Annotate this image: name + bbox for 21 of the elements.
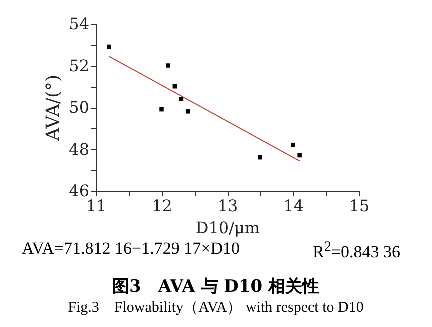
x-tick-label: 14 — [284, 196, 304, 216]
point — [291, 142, 296, 148]
point — [298, 153, 302, 158]
text: R$^{2}$=0.843 36 — [313, 239, 401, 263]
point — [179, 97, 184, 102]
point — [107, 44, 112, 50]
y-axis-title: AVA/(°) — [43, 75, 64, 142]
text: Fig.3 Flowability（AVA） with respect to D10 — [67, 299, 365, 317]
point — [160, 107, 164, 112]
y-tick-label: 54 — [69, 14, 90, 34]
y-tick-label: 52 — [69, 56, 90, 76]
x-axis-title: D10/μm — [196, 218, 260, 238]
x-tick-label: 12 — [152, 196, 172, 216]
point — [166, 64, 170, 68]
x-tick-label: 13 — [218, 196, 238, 216]
y-tick-label: 50 — [69, 98, 90, 117]
text: AVA=71.812 16−1.729 17×D10 — [22, 239, 240, 259]
x-tick-label: 15 — [349, 196, 370, 216]
text: 图3 AVA 与 D10 相关性 — [112, 276, 320, 298]
y-tick-label: 48 — [69, 140, 90, 159]
point — [186, 110, 190, 114]
